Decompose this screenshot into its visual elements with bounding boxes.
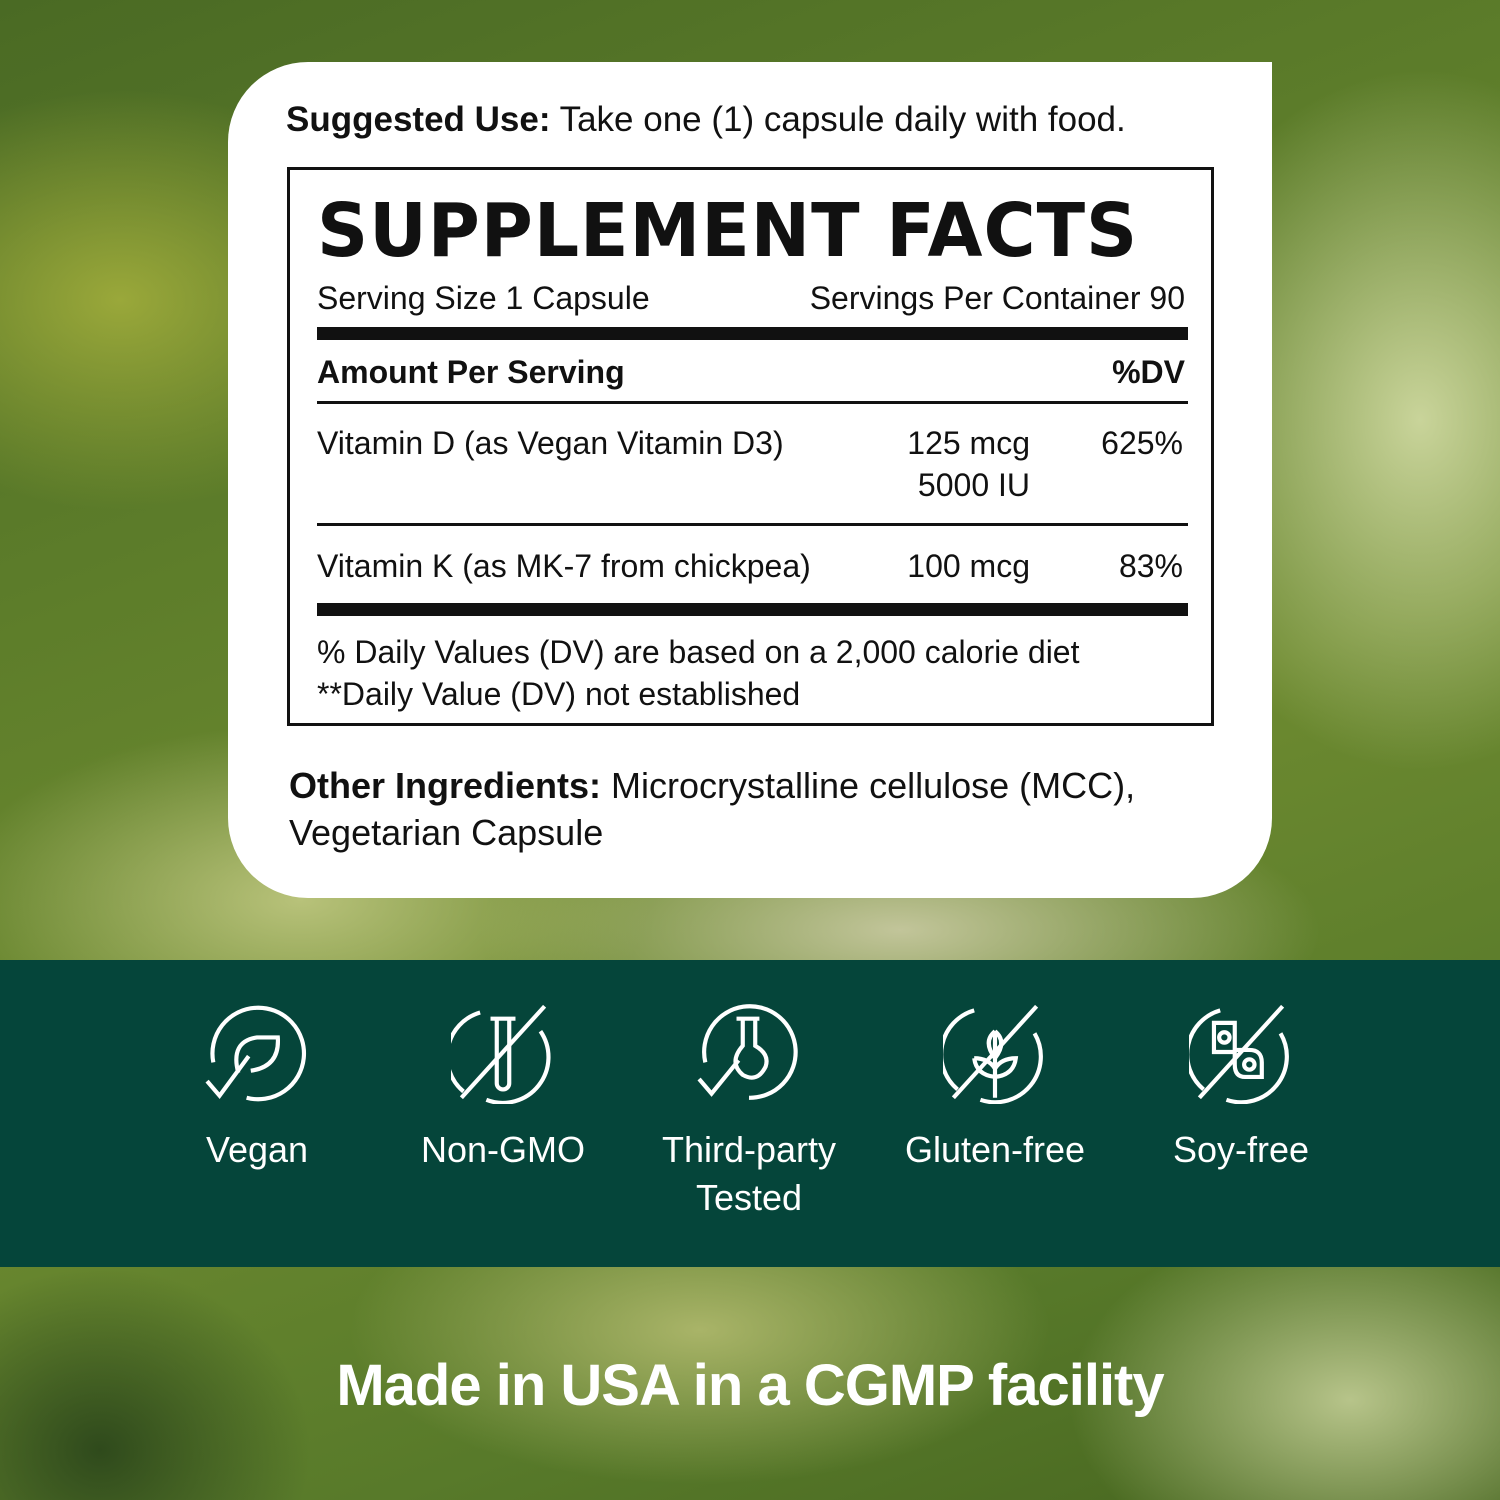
divider [317, 401, 1188, 404]
badge-vegan: Vegan [147, 1000, 367, 1174]
nutrient-amount: 100 mcg [907, 548, 1030, 584]
amount-header: Amount Per Serving [317, 354, 625, 390]
other-ingredients-label: Other Ingredients: [289, 765, 602, 806]
badge-label: Third-party Tested [661, 1129, 837, 1218]
badge-label: Soy-free [1172, 1129, 1310, 1170]
gluten-free-wheat-icon [943, 1004, 1043, 1104]
flask-check-icon [697, 1004, 798, 1100]
supplement-facts-panel: SUPPLEMENT FACTS Serving Size 1 Capsule … [287, 167, 1214, 726]
badges-band: Vegan Non-GMO Third-party Tested Gluten-f… [0, 960, 1500, 1267]
nutrient-amount-iu: 5000 IU [917, 467, 1030, 503]
dv-header: %DV [1112, 354, 1185, 390]
suggested-use-label: Suggested Use: [286, 100, 551, 139]
other-ingredients: Other Ingredients: Microcrystalline cell… [289, 762, 1249, 856]
serving-size: Serving Size 1 Capsule [317, 280, 650, 316]
nutrient-amount: 125 mcg [907, 425, 1030, 461]
nutrient-name: Vitamin K (as MK-7 from chickpea) [317, 548, 811, 584]
badge-third-party-tested: Third-party Tested [639, 1000, 859, 1222]
non-gmo-test-tube-icon [451, 1004, 551, 1104]
nutrient-dv: 83% [1118, 548, 1183, 584]
thick-divider [317, 603, 1188, 616]
servings-per-container: Servings Per Container 90 [809, 280, 1185, 316]
nutrient-name: Vitamin D (as Vegan Vitamin D3) [317, 425, 784, 461]
badge-non-gmo: Non-GMO [393, 1000, 613, 1174]
nutrient-dv: 625% [1101, 425, 1183, 461]
badge-gluten-free: Gluten-free [885, 1000, 1105, 1174]
badge-soy-free: Soy-free [1131, 1000, 1351, 1174]
badge-label: Gluten-free [904, 1129, 1086, 1170]
other-ingredients-text: Microcrystalline cellulose (MCC), Vegeta… [289, 765, 1136, 853]
thick-divider [317, 327, 1188, 340]
vegan-leaf-check-icon [205, 1005, 307, 1102]
facts-title: SUPPLEMENT FACTS [317, 188, 1139, 274]
footnote-not-established: **Daily Value (DV) not established [317, 676, 801, 712]
made-in-usa-tagline: Made in USA in a CGMP facility [336, 1353, 1164, 1418]
badge-label: Non-GMO [420, 1129, 586, 1170]
soy-free-icon [1189, 1004, 1289, 1104]
suggested-use: Suggested Use: Take one (1) capsule dail… [286, 100, 1126, 140]
supplement-label-card [228, 62, 1272, 898]
footnote-dv: % Daily Values (DV) are based on a 2,000… [317, 634, 1080, 670]
divider [317, 523, 1188, 526]
suggested-use-text: Take one (1) capsule daily with food. [550, 100, 1126, 139]
badge-label: Vegan [205, 1129, 309, 1170]
